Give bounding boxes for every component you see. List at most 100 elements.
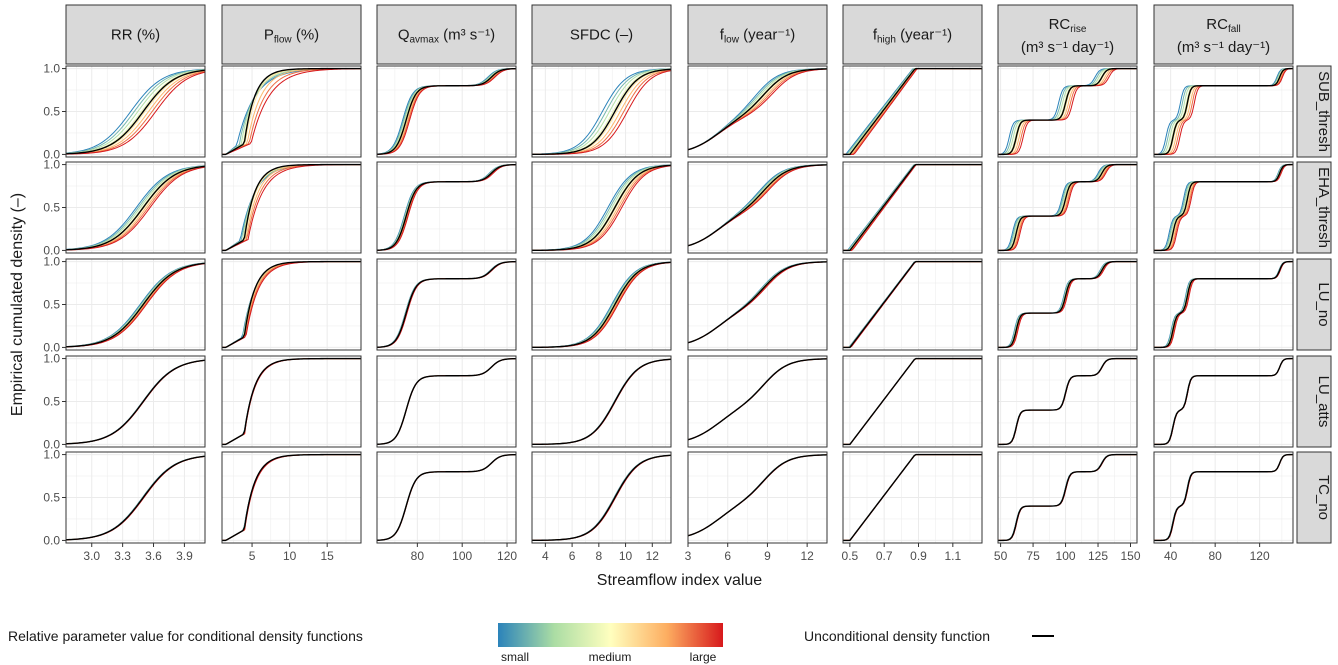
unconditional-cdf-line — [1154, 260, 1294, 349]
x-tick-label: 80 — [1208, 549, 1222, 563]
unconditional-cdf-line — [376, 357, 517, 445]
y-tick-label: 1.0 — [43, 158, 60, 172]
row-strip-label-LU_atts: LU_atts — [1315, 376, 1332, 428]
x-tick-label: 8 — [595, 549, 602, 563]
unconditional-cdf-line — [687, 164, 828, 247]
panel-border — [221, 65, 362, 158]
legend-large-label: large — [690, 650, 717, 664]
strip-label-line2-RCrise: (m³ s⁻¹ day⁻¹) — [1021, 39, 1114, 56]
x-tick-label: 0.9 — [910, 549, 927, 563]
x-tick-label: 6 — [724, 549, 731, 563]
unconditional-cdf-line — [998, 357, 1137, 446]
row-strip-TC_no — [1296, 451, 1332, 544]
legend-unconditional-title: Unconditional density function — [804, 628, 990, 644]
y-tick-label: 1.0 — [43, 352, 60, 366]
strip-RR — [65, 4, 206, 65]
y-tick-label: 0.5 — [43, 105, 60, 119]
y-tick-label: 0.0 — [43, 340, 60, 354]
unconditional-cdf-line — [687, 454, 828, 537]
conditional-cdf-line — [65, 68, 206, 154]
row-strip-SUB_thresh — [1296, 65, 1332, 158]
conditional-cdf-line — [998, 68, 1137, 155]
conditional-cdf-line — [65, 71, 206, 155]
panel-border — [687, 161, 828, 254]
x-tick-label: 3 — [685, 549, 692, 563]
strip-fhigh — [842, 4, 983, 65]
panel-border — [531, 355, 672, 448]
panel-border — [997, 161, 1138, 254]
unconditional-cdf-line — [843, 260, 982, 349]
strip-RCrise — [997, 4, 1138, 65]
strip-label-RR: RR (%) — [111, 27, 160, 44]
panel-border — [1153, 161, 1294, 254]
strip-label-flow: flow (year⁻¹) — [720, 27, 795, 46]
x-tick-label: 12 — [646, 549, 660, 563]
panel-border — [997, 258, 1138, 351]
strip-label-SFDC: SFDC (–) — [570, 27, 633, 44]
unconditional-cdf-line — [376, 260, 517, 348]
x-tick-label: 75 — [1026, 549, 1040, 563]
y-tick-label: 1.0 — [43, 448, 60, 462]
strip-RCfall — [1153, 4, 1294, 65]
strip-label-fhigh: fhigh (year⁻¹) — [873, 27, 952, 46]
row-strip-LU_atts — [1296, 355, 1332, 448]
panel-border — [531, 65, 672, 158]
x-tick-label: 120 — [497, 549, 517, 563]
strip-Pflow — [221, 4, 362, 65]
unconditional-cdf-line — [376, 67, 517, 155]
strip-Qavmax — [376, 4, 517, 65]
unconditional-cdf-line — [1154, 163, 1294, 252]
unconditional-cdf-line — [65, 262, 206, 348]
panel-border — [221, 451, 362, 544]
x-tick-label: 10 — [283, 549, 297, 563]
strip-flow — [687, 4, 828, 65]
panel-border — [997, 355, 1138, 448]
strip-label-Qavmax: Qavmax (m³ s⁻¹) — [398, 27, 495, 46]
unconditional-cdf-line — [998, 260, 1137, 349]
x-tick-label: 5 — [249, 549, 256, 563]
y-tick-label: 0.0 — [43, 147, 60, 161]
panel-border — [842, 258, 983, 351]
row-strip-LU_no — [1296, 258, 1332, 351]
x-tick-label: 4 — [542, 549, 549, 563]
x-tick-label: 3.9 — [176, 549, 193, 563]
strip-label-line2-RCfall: (m³ s⁻¹ day⁻¹) — [1177, 39, 1270, 56]
panel-border — [531, 451, 672, 544]
legend-medium-label: medium — [589, 650, 632, 664]
x-tick-label: 0.5 — [842, 549, 859, 563]
y-tick-label: 0.0 — [43, 243, 60, 257]
unconditional-cdf-line — [531, 358, 672, 446]
unconditional-cdf-line — [222, 260, 361, 349]
x-tick-label: 125 — [1088, 549, 1108, 563]
unconditional-cdf-line — [843, 163, 982, 252]
panel-border — [842, 161, 983, 254]
unconditional-cdf-line — [65, 165, 206, 251]
x-tick-label: 100 — [1056, 549, 1076, 563]
x-tick-label: 12 — [800, 549, 814, 563]
panel-border — [1153, 258, 1294, 351]
x-tick-label: 6 — [569, 549, 576, 563]
x-tick-label: 1.1 — [944, 549, 961, 563]
conditional-cdf-line — [65, 69, 206, 155]
y-axis-title: Empirical cumulated density (–) — [9, 193, 26, 416]
unconditional-cdf-line — [222, 67, 361, 156]
y-tick-label: 0.0 — [43, 437, 60, 451]
unconditional-cdf-line — [998, 163, 1137, 252]
unconditional-cdf-line — [531, 454, 672, 542]
unconditional-cdf-line — [65, 359, 206, 445]
strip-label-Pflow: Pflow (%) — [264, 27, 319, 46]
x-tick-label: 120 — [1250, 549, 1270, 563]
row-strip-label-LU_no: LU_no — [1315, 282, 1332, 326]
unconditional-cdf-line — [998, 67, 1137, 156]
panel-border — [531, 161, 672, 254]
conditional-cdf-line — [65, 69, 206, 154]
panel-border — [221, 355, 362, 448]
unconditional-cdf-line — [531, 68, 672, 156]
panel-border — [376, 355, 517, 448]
row-strip-label-EHA_thresh: EHA_thresh — [1315, 167, 1332, 248]
x-tick-label: 15 — [321, 549, 335, 563]
x-tick-label: 10 — [619, 549, 633, 563]
conditional-cdf-line — [65, 166, 206, 251]
unconditional-cdf-line — [843, 453, 982, 542]
